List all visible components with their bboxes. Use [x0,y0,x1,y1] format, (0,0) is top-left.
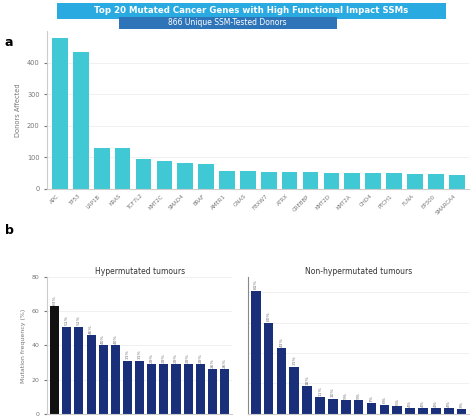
Bar [52,38,68,189]
Text: 6%: 6% [383,397,386,403]
Bar [392,406,402,414]
Text: 29%: 29% [150,353,154,363]
Bar [94,148,109,189]
Bar [380,405,389,414]
Text: Top 20 Mutated Cancer Genes with High Functional Impact SSMs: Top 20 Mutated Cancer Genes with High Fu… [94,6,408,15]
Bar [219,171,235,189]
Text: 81%: 81% [254,280,258,289]
Bar [303,172,319,189]
Text: 11%: 11% [318,386,322,396]
Text: 43%: 43% [280,338,283,347]
Bar [324,173,339,189]
Bar [386,173,402,189]
Bar [444,408,454,414]
Bar [196,364,205,414]
Bar [208,370,217,414]
Bar [264,323,273,414]
Text: 31%: 31% [126,350,129,359]
Bar [220,370,229,414]
Text: 9%: 9% [344,392,348,399]
Bar [405,408,415,414]
Bar [282,172,298,189]
Bar [341,400,351,414]
Text: 63%: 63% [53,295,57,305]
Bar [74,326,83,414]
Bar [73,52,89,189]
Text: 9%: 9% [356,392,361,399]
Bar [354,400,364,414]
Bar [315,397,325,414]
Text: b: b [5,224,14,237]
Text: 5%: 5% [395,398,399,405]
Bar [407,174,423,189]
Bar [365,173,381,189]
Bar [159,364,168,414]
Text: 31%: 31% [137,350,142,359]
Bar [302,387,312,414]
Bar [457,409,466,414]
Text: 4%: 4% [421,400,425,407]
Text: 3%: 3% [459,401,464,408]
Bar [111,345,120,414]
Bar [290,367,299,414]
Text: 29%: 29% [186,353,190,363]
Text: 10%: 10% [331,388,335,398]
Bar [147,364,156,414]
Text: 51%: 51% [77,316,81,325]
Text: 26%: 26% [222,358,227,368]
Bar [240,171,255,189]
Y-axis label: Donors Affected: Donors Affected [16,83,21,137]
Bar [449,175,465,189]
Bar [261,172,277,189]
Bar [367,403,376,414]
Text: 29%: 29% [162,353,166,363]
Title: Non-hypermutated tumours: Non-hypermutated tumours [305,267,412,276]
Text: 866 Unique SSM-Tested Donors: 866 Unique SSM-Tested Donors [168,18,287,28]
Bar [50,306,59,414]
Text: 4%: 4% [447,400,451,407]
Bar [431,408,441,414]
Text: 7%: 7% [370,395,374,402]
Bar [156,161,172,189]
Bar [177,163,193,189]
Text: 40%: 40% [101,334,105,344]
Text: a: a [5,36,13,48]
Bar [123,361,132,414]
Bar [428,174,444,189]
Text: 18%: 18% [305,376,309,385]
Text: 46%: 46% [89,324,93,334]
Bar [418,408,428,414]
Text: 4%: 4% [408,400,412,407]
Bar [99,345,108,414]
Y-axis label: Mutation frequency (%): Mutation frequency (%) [21,308,27,382]
Bar [115,148,130,189]
Bar [251,291,261,414]
Text: 40%: 40% [113,334,118,344]
Bar [328,399,338,414]
Bar [135,361,144,414]
Text: 60%: 60% [266,312,271,321]
Bar [345,173,360,189]
Bar [277,349,286,414]
Bar [87,335,96,414]
Text: 4%: 4% [434,400,438,407]
Text: 31%: 31% [292,356,296,365]
Bar [62,326,72,414]
Title: Hypermutated tumours: Hypermutated tumours [94,267,185,276]
Text: 26%: 26% [210,358,214,368]
Text: 51%: 51% [65,316,69,325]
Bar [172,364,181,414]
Text: 29%: 29% [174,353,178,363]
Bar [198,164,214,189]
Bar [136,159,151,189]
Text: 29%: 29% [198,353,202,363]
Bar [183,364,192,414]
